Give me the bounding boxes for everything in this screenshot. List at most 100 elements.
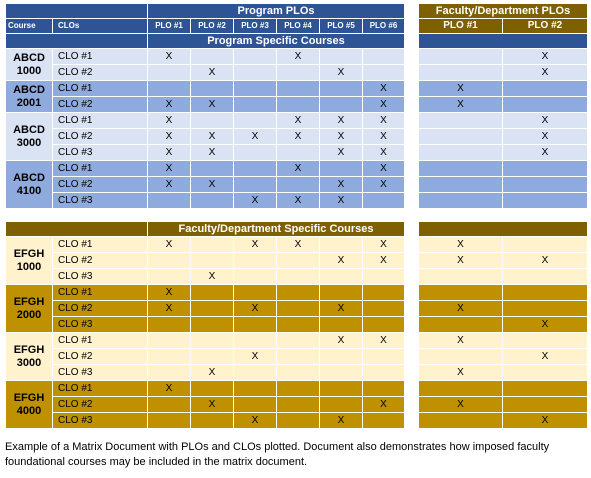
program-plo-mark [362,300,405,317]
header-spacer [5,3,148,19]
program-plo-mark [276,412,320,429]
column-gap [404,284,419,301]
clo-label: CLO #2 [52,396,148,413]
program-plo-mark: X [319,192,363,209]
course-clo-row: CLO #2 X X X X [6,252,588,269]
program-plo-mark [233,284,277,301]
program-plo-mark [276,252,320,269]
program-plo-mark [362,316,405,333]
program-plo-mark: X [147,144,191,161]
program-plo-mark [147,192,191,209]
program-plo-mark [190,160,234,177]
program-plo-mark [147,64,191,81]
program-plo-mark: X [147,300,191,317]
program-plo-mark [190,380,234,397]
faculty-plo-mark: X [502,412,588,429]
program-plo-mark [276,176,320,193]
faculty-plo-mark: X [502,64,588,81]
program-plo-mark [276,396,320,413]
program-plo-mark [362,48,405,65]
program-plo-mark [319,236,363,253]
program-plo-mark: X [362,396,405,413]
program-plo-mark [190,112,234,129]
program-plo-column-header: PLO #4 [276,18,320,34]
faculty-plo-mark [502,396,588,413]
program-plo-mark [362,268,405,285]
course-clo-row: CLO #2 X X X [6,64,588,81]
program-plo-mark [362,364,405,381]
faculty-plo-mark: X [502,112,588,129]
program-plo-mark [362,192,405,209]
column-gap [404,112,419,129]
program-plo-mark: X [190,144,234,161]
column-gap [404,18,419,34]
program-plo-column-header: PLO #3 [233,18,277,34]
program-plo-mark: X [190,364,234,381]
program-plo-mark [147,348,191,365]
program-plo-mark [362,284,405,301]
course-code: EFGH 1000 [5,236,53,285]
course-code: EFGH 3000 [5,332,53,381]
program-plo-mark: X [233,348,277,365]
column-gap [404,80,419,97]
column-header-row: Course CLOs PLO #1 PLO #2 PLO #3 PLO #4 … [5,18,588,34]
program-plo-mark [319,380,363,397]
program-plos-header: Program PLOs [147,3,405,19]
faculty-plo-mark [502,380,588,397]
faculty-plo-mark [502,332,588,349]
plo-group-header-row: Program PLOs Faculty/Department PLOs [5,3,588,19]
program-plo-mark: X [190,176,234,193]
course-clo-row: ABCD 3000 CLO #1 X X X X X [5,112,588,161]
program-plo-mark: X [362,332,405,349]
program-plo-mark: X [319,300,363,317]
faculty-plo-mark [418,268,503,285]
course-code: EFGH 2000 [5,284,53,333]
program-plo-mark [276,332,320,349]
section-title-faculty-spacer [418,33,588,49]
course-code: ABCD 3000 [5,112,53,161]
clo-label: CLO #3 [52,364,148,381]
faculty-plo-mark: X [502,48,588,65]
column-gap [404,96,419,113]
faculty-plo-mark [418,316,503,333]
program-plo-mark [147,364,191,381]
program-plo-mark [233,160,277,177]
course-clo-row: CLO #3 X [6,316,588,333]
course-code: EFGH 4000 [5,380,53,429]
plo-clo-matrix-table: Program PLOs Faculty/Department PLOs Cou… [5,3,588,429]
program-plo-mark: X [319,252,363,269]
faculty-plo-mark [502,160,588,177]
program-plo-mark: X [319,128,363,145]
clo-label: CLO #3 [52,192,148,209]
program-plo-mark [190,192,234,209]
column-gap [404,300,419,317]
course-clo-row: CLO #2 X X X X [6,176,588,193]
column-gap [404,268,419,285]
program-plo-mark [147,80,191,97]
column-gap [404,412,419,429]
column-gap [404,64,419,81]
program-plo-mark: X [362,128,405,145]
faculty-plo-mark [418,64,503,81]
program-plo-mark [147,396,191,413]
program-plo-mark [319,80,363,97]
column-gap [404,192,419,209]
faculty-plo-mark [502,192,588,209]
program-plo-mark [319,268,363,285]
faculty-plo-column-header: PLO #1 [418,18,503,34]
program-plo-mark [190,332,234,349]
program-plo-mark: X [319,112,363,129]
clo-label: CLO #2 [52,128,148,145]
clo-label: CLO #2 [52,252,148,269]
faculty-plo-mark: X [418,364,503,381]
column-gap [404,236,419,253]
program-plo-mark: X [147,128,191,145]
section-spacer-cell [5,208,588,222]
clo-label: CLO #1 [52,380,148,397]
clo-label: CLO #1 [52,80,148,97]
clo-label: CLO #1 [52,332,148,349]
column-gap [404,380,419,397]
program-plo-mark [233,96,277,113]
program-plo-mark [233,112,277,129]
program-plo-mark [190,412,234,429]
